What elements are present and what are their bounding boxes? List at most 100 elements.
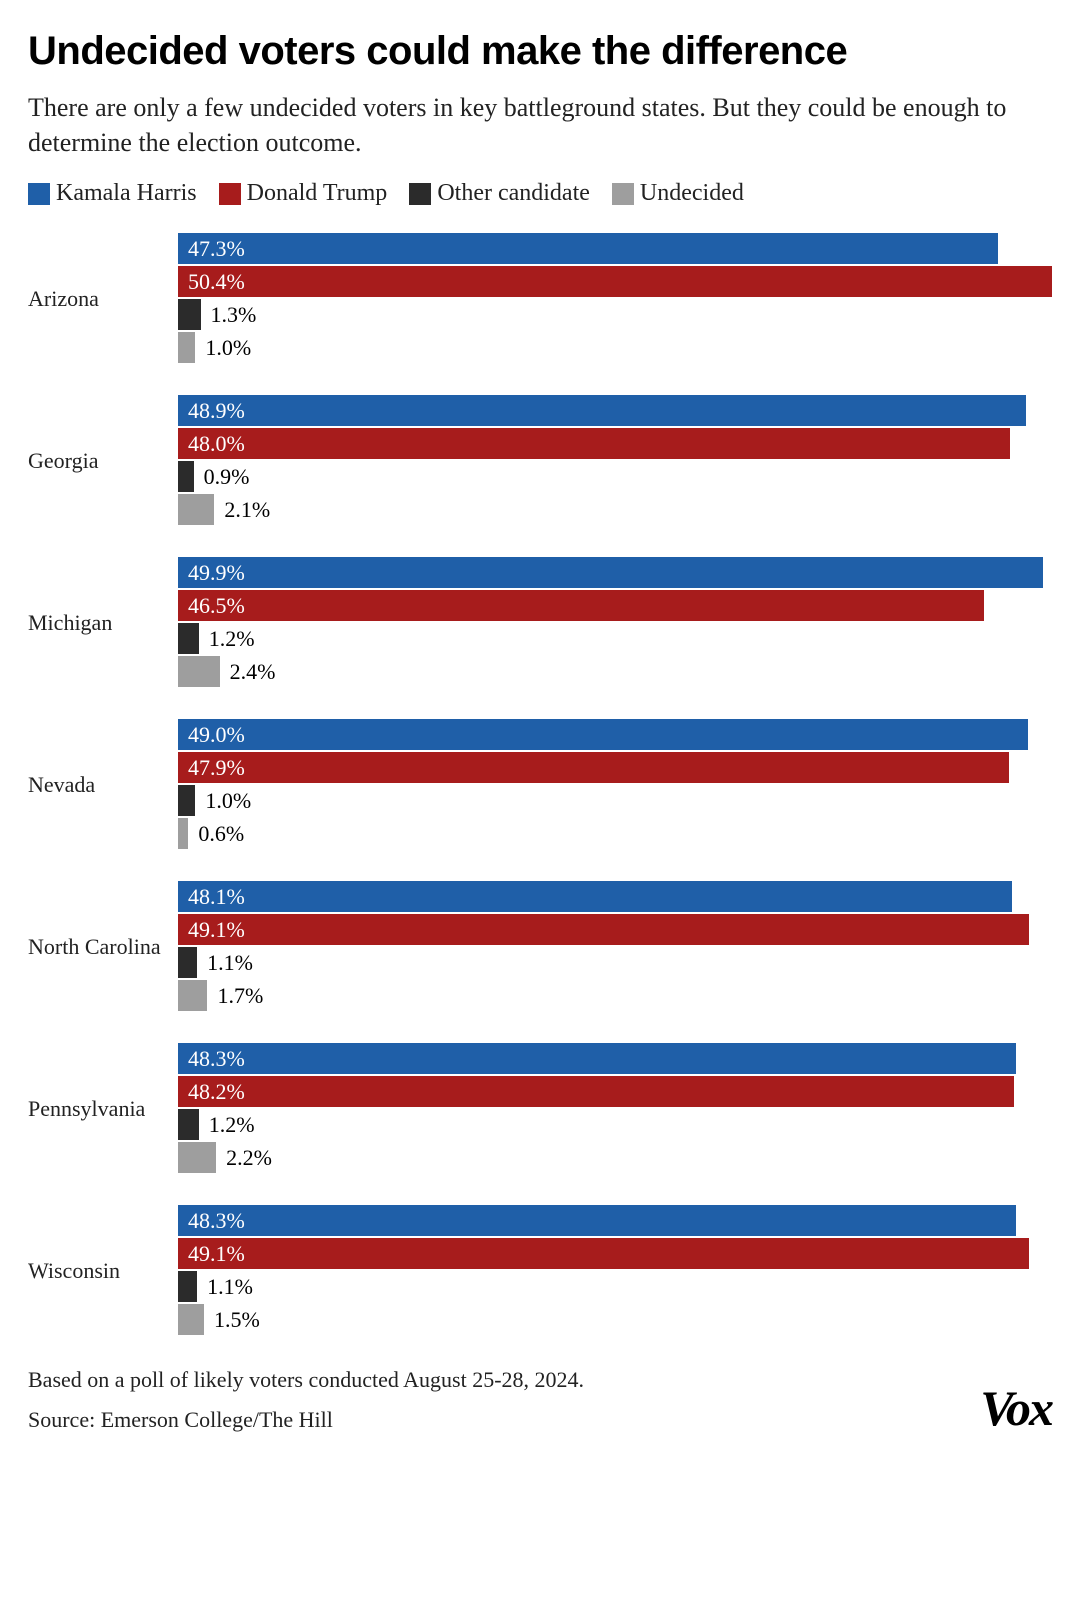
footnotes: Based on a poll of likely voters conduct… — [28, 1367, 1052, 1433]
bar-value-harris: 48.3% — [178, 1208, 245, 1234]
bar-other — [178, 299, 201, 330]
legend-swatch-other — [409, 183, 431, 205]
bar-row-trump: 46.5% — [178, 590, 1052, 621]
bar-value-undecided: 1.5% — [204, 1307, 260, 1333]
bar-trump: 49.1% — [178, 914, 1029, 945]
legend-label-other: Other candidate — [437, 180, 590, 207]
bar-row-harris: 47.3% — [178, 233, 1052, 264]
bar-value-trump: 49.1% — [178, 1241, 245, 1267]
state-label: Nevada — [28, 772, 178, 798]
bar-other — [178, 785, 195, 816]
bar-row-harris: 49.0% — [178, 719, 1052, 750]
bar-row-undecided: 2.1% — [178, 494, 1052, 525]
bar-row-undecided: 0.6% — [178, 818, 1052, 849]
footnote-methodology: Based on a poll of likely voters conduct… — [28, 1367, 1052, 1393]
bar-harris: 48.1% — [178, 881, 1012, 912]
bar-value-trump: 48.2% — [178, 1079, 245, 1105]
bar-row-other: 0.9% — [178, 461, 1052, 492]
bar-undecided — [178, 1142, 216, 1173]
state-group: Michigan49.9% 46.5% 1.2% 2.4% — [28, 557, 1052, 689]
bar-set: 48.1% 49.1% 1.1%1.7% — [178, 881, 1052, 1013]
bar-value-trump: 48.0% — [178, 431, 245, 457]
bar-row-harris: 49.9% — [178, 557, 1052, 588]
bar-value-other: 1.0% — [195, 788, 251, 814]
legend-label-undecided: Undecided — [640, 180, 744, 207]
bar-other — [178, 623, 199, 654]
chart-title: Undecided voters could make the differen… — [28, 28, 1052, 74]
state-group: Georgia48.9% 48.0% 0.9% 2.1% — [28, 395, 1052, 527]
bar-value-undecided: 2.4% — [220, 659, 276, 685]
bar-harris: 48.3% — [178, 1205, 1016, 1236]
bar-row-harris: 48.3% — [178, 1205, 1052, 1236]
bar-value-undecided: 2.2% — [216, 1145, 272, 1171]
bar-row-harris: 48.9% — [178, 395, 1052, 426]
bar-other — [178, 947, 197, 978]
bar-set: 47.3% 50.4% 1.3% 1.0% — [178, 233, 1052, 365]
legend-label-harris: Kamala Harris — [56, 180, 197, 207]
bar-value-other: 1.3% — [201, 302, 257, 328]
bar-undecided — [178, 1304, 204, 1335]
bar-undecided — [178, 494, 214, 525]
legend-item-trump: Donald Trump — [219, 180, 388, 207]
bar-row-undecided: 2.4% — [178, 656, 1052, 687]
bar-row-trump: 49.1% — [178, 1238, 1052, 1269]
legend-swatch-harris — [28, 183, 50, 205]
legend: Kamala Harris Donald Trump Other candidate… — [28, 180, 1052, 207]
bar-trump: 47.9% — [178, 752, 1009, 783]
bar-row-trump: 50.4% — [178, 266, 1052, 297]
legend-swatch-trump — [219, 183, 241, 205]
bar-row-harris: 48.1% — [178, 881, 1052, 912]
bar-value-undecided: 1.0% — [195, 335, 251, 361]
bar-value-trump: 46.5% — [178, 593, 245, 619]
chart-subtitle: There are only a few undecided voters in… — [28, 90, 1052, 160]
bar-trump: 46.5% — [178, 590, 984, 621]
state-label: Wisconsin — [28, 1258, 178, 1284]
bar-row-undecided: 1.5% — [178, 1304, 1052, 1335]
state-label: Pennsylvania — [28, 1096, 178, 1122]
bar-row-other: 1.2% — [178, 623, 1052, 654]
bar-set: 48.3% 49.1% 1.1% 1.5% — [178, 1205, 1052, 1337]
state-label: Michigan — [28, 610, 178, 636]
bar-row-undecided: 1.7% — [178, 980, 1052, 1011]
bar-trump: 48.0% — [178, 428, 1010, 459]
footnote-source: Source: Emerson College/The Hill — [28, 1407, 1052, 1433]
chart: Arizona47.3%50.4%1.3%1.0%Georgia48.9%48.… — [28, 233, 1052, 1337]
bar-row-other: 1.1% — [178, 947, 1052, 978]
bar-set: 48.9% 48.0% 0.9% 2.1% — [178, 395, 1052, 527]
bar-row-other: 1.2% — [178, 1109, 1052, 1140]
bar-value-other: 1.2% — [199, 1112, 255, 1138]
legend-label-trump: Donald Trump — [247, 180, 388, 207]
vox-logo: Vox — [980, 1379, 1052, 1437]
state-group: North Carolina48.1% 49.1% 1.1%1.7% — [28, 881, 1052, 1013]
bar-set: 49.0% 47.9% 1.0% 0.6% — [178, 719, 1052, 851]
bar-value-undecided: 2.1% — [214, 497, 270, 523]
bar-undecided — [178, 980, 207, 1011]
bar-value-harris: 49.0% — [178, 722, 245, 748]
state-label: North Carolina — [28, 934, 178, 960]
bar-row-undecided: 1.0% — [178, 332, 1052, 363]
bar-set: 48.3% 48.2% 1.2% 2.2% — [178, 1043, 1052, 1175]
bar-undecided — [178, 332, 195, 363]
bar-value-trump: 49.1% — [178, 917, 245, 943]
bar-harris: 49.0% — [178, 719, 1028, 750]
legend-swatch-undecided — [612, 183, 634, 205]
bar-trump: 48.2% — [178, 1076, 1014, 1107]
bar-row-trump: 47.9% — [178, 752, 1052, 783]
bar-harris: 49.9% — [178, 557, 1043, 588]
state-group: Nevada49.0% 47.9% 1.0% 0.6% — [28, 719, 1052, 851]
bar-row-trump: 49.1% — [178, 914, 1052, 945]
bar-row-harris: 48.3% — [178, 1043, 1052, 1074]
bar-row-trump: 48.2% — [178, 1076, 1052, 1107]
bar-other — [178, 1109, 199, 1140]
bar-value-harris: 47.3% — [178, 236, 245, 262]
bar-value-trump: 47.9% — [178, 755, 245, 781]
state-group: Pennsylvania48.3% 48.2% 1.2% 2.2% — [28, 1043, 1052, 1175]
bar-set: 49.9% 46.5% 1.2% 2.4% — [178, 557, 1052, 689]
legend-item-undecided: Undecided — [612, 180, 744, 207]
bar-row-other: 1.1% — [178, 1271, 1052, 1302]
state-label: Georgia — [28, 448, 178, 474]
bar-trump: 50.4% — [178, 266, 1052, 297]
bar-row-other: 1.3% — [178, 299, 1052, 330]
bar-value-harris: 49.9% — [178, 560, 245, 586]
bar-value-harris: 48.9% — [178, 398, 245, 424]
